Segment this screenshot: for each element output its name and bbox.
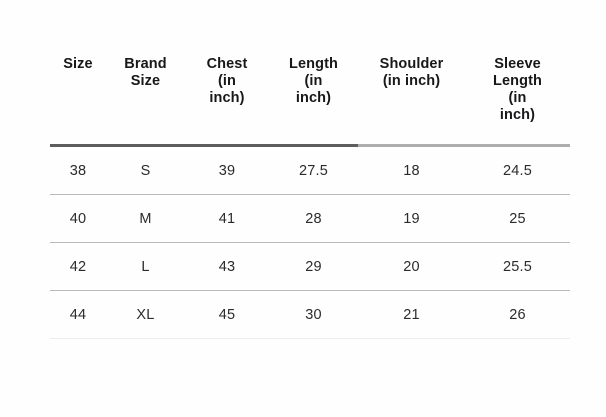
cell-shoulder: 20	[358, 242, 465, 291]
cell-length: 27.5	[298, 162, 329, 179]
cell-size: 40	[50, 194, 106, 243]
column-header-size: Size	[63, 56, 93, 72]
cell-sleeve: 26	[465, 290, 570, 338]
cell-sleeve: 24.5	[502, 162, 533, 179]
bottom-divider-line	[50, 338, 570, 339]
cell-length: 29	[269, 242, 358, 291]
cell-sleeve: 25	[465, 194, 570, 243]
cell-chest: 39	[218, 162, 236, 179]
column-header-sleeve-length: Sleeve Length (in inch)	[493, 56, 542, 123]
cell-brand: L	[106, 242, 185, 291]
cell-shoulder: 21	[358, 290, 465, 338]
header-divider-left	[50, 144, 358, 147]
cell-chest: 45	[185, 290, 269, 338]
cell-sleeve: 25.5	[465, 242, 570, 291]
column-header-chest: Chest (in inch)	[206, 56, 248, 106]
cell-shoulder: 19	[358, 194, 465, 243]
column-header-length: Length (in inch)	[289, 56, 338, 106]
cell-chest: 43	[185, 242, 269, 291]
header-row: Size Brand Size Chest (in inch) Length (in in…	[50, 56, 570, 144]
column-header-brand-size: Brand Size	[124, 56, 167, 89]
table-bottom-divider	[50, 338, 570, 339]
table-row: 40 M 41 28 19 25	[50, 194, 570, 243]
size-chart-body: 38 S 39 27.5 18 24.5 40 M 41 28 19 25 42…	[50, 147, 570, 339]
table-row: 44 XL 45 30 21 26	[50, 290, 570, 338]
size-chart-table: Size Brand Size Chest (in inch) Length (in in…	[50, 56, 570, 339]
cell-size: 38	[69, 162, 87, 179]
cell-brand: M	[106, 194, 185, 243]
column-header-shoulder: Shoulder (in inch)	[379, 56, 444, 89]
table-row: 38 S 39 27.5 18 24.5	[50, 147, 570, 195]
size-chart-header: Size Brand Size Chest (in inch) Length (in in…	[50, 56, 570, 147]
cell-brand: XL	[106, 290, 185, 338]
cell-length: 30	[269, 290, 358, 338]
cell-size: 42	[50, 242, 106, 291]
cell-brand: S	[140, 162, 151, 179]
cell-chest: 41	[185, 194, 269, 243]
table-row: 42 L 43 29 20 25.5	[50, 242, 570, 291]
cell-size: 44	[50, 290, 106, 338]
cell-length: 28	[269, 194, 358, 243]
header-divider-right	[358, 144, 570, 147]
cell-shoulder: 18	[403, 162, 420, 179]
header-divider	[50, 144, 570, 147]
